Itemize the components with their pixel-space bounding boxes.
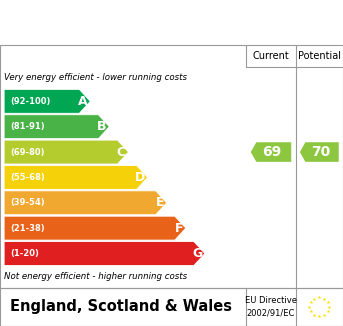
Text: C: C	[117, 145, 126, 158]
Text: (81-91): (81-91)	[10, 122, 45, 131]
Text: EU Directive
2002/91/EC: EU Directive 2002/91/EC	[245, 296, 297, 317]
Text: Very energy efficient - lower running costs: Very energy efficient - lower running co…	[4, 73, 187, 82]
Text: (55-68): (55-68)	[10, 173, 45, 182]
Text: (21-38): (21-38)	[10, 224, 45, 233]
Polygon shape	[4, 191, 167, 215]
Text: (92-100): (92-100)	[10, 97, 51, 106]
Text: B: B	[97, 120, 107, 133]
Text: Potential: Potential	[298, 51, 341, 61]
Text: (1-20): (1-20)	[10, 249, 39, 258]
Text: (39-54): (39-54)	[10, 198, 45, 207]
Text: England, Scotland & Wales: England, Scotland & Wales	[10, 299, 232, 314]
Text: Not energy efficient - higher running costs: Not energy efficient - higher running co…	[4, 272, 187, 281]
Polygon shape	[4, 140, 129, 164]
Text: A: A	[78, 95, 87, 108]
Polygon shape	[4, 242, 205, 265]
Text: Energy Efficiency Rating: Energy Efficiency Rating	[10, 13, 269, 32]
Text: 70: 70	[311, 145, 330, 159]
Text: E: E	[155, 196, 164, 209]
Polygon shape	[4, 216, 186, 240]
Text: G: G	[192, 247, 202, 260]
Text: Current: Current	[252, 51, 289, 61]
Polygon shape	[4, 166, 147, 189]
Text: (69-80): (69-80)	[10, 148, 45, 156]
Polygon shape	[4, 89, 90, 113]
Text: F: F	[175, 222, 183, 235]
Polygon shape	[251, 142, 291, 162]
Polygon shape	[4, 115, 109, 139]
Text: 69: 69	[262, 145, 282, 159]
Text: D: D	[134, 171, 145, 184]
Polygon shape	[300, 142, 339, 162]
